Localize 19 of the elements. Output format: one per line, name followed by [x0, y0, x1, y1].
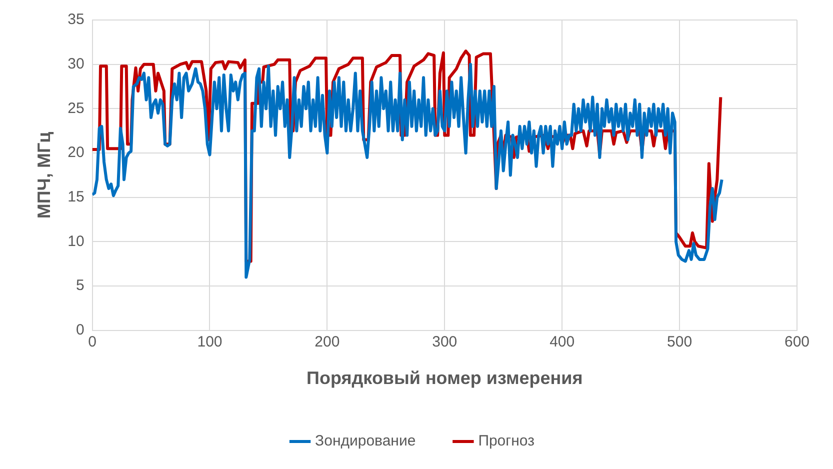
x-tick-label: 600 [784, 334, 810, 351]
x-tick-label: 100 [197, 334, 222, 351]
x-tick-label: 0 [88, 334, 96, 351]
x-tick-label: 300 [432, 334, 458, 351]
x-tick-label: 500 [667, 334, 692, 351]
y-tick-label: 35 [68, 11, 84, 28]
y-tick-label: 20 [68, 144, 84, 162]
y-tick-label: 30 [68, 55, 84, 72]
y-tick-label: 15 [68, 188, 84, 206]
x-tick-label: 400 [550, 334, 575, 351]
x-tick-label: 200 [314, 334, 340, 351]
y-tick-label: 0 [76, 322, 84, 339]
y-tick-label: 5 [76, 277, 84, 294]
y-tick-label: 25 [68, 100, 84, 117]
y-axis-title: МПЧ, МГц [34, 132, 54, 219]
legend-label: Зондирование [315, 432, 416, 450]
legend-label: Прогноз [478, 432, 535, 450]
x-axis-title: Порядковый номер измерения [306, 368, 583, 388]
y-tick-label: 10 [68, 232, 84, 250]
